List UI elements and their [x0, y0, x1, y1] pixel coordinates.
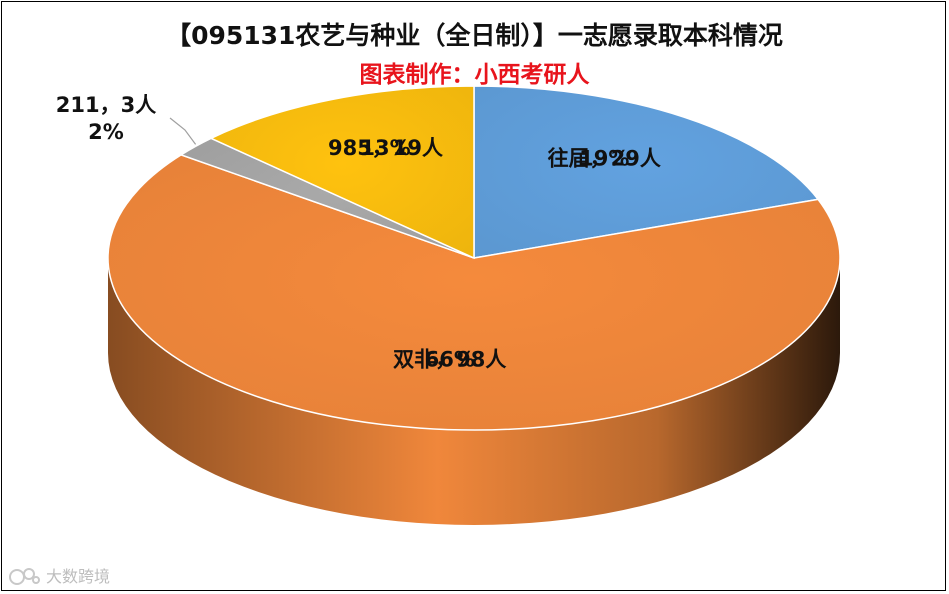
data-label-211: 211，3人: [56, 93, 156, 117]
chart-subtitle: 图表制作：小西考研人: [359, 62, 590, 88]
data-label-percent-985: 13%: [360, 136, 410, 160]
watermark-logo-icon: [8, 565, 42, 591]
pie-side-walls: [108, 258, 840, 525]
pie-slice-985: [209, 85, 475, 260]
data-label-percent-往届: 19%: [579, 147, 629, 171]
pie-side-双非: [108, 258, 840, 525]
data-label-985: 985，19人: [328, 136, 443, 160]
pie-top-faces: [107, 85, 841, 431]
data-label-percent-211: 2%: [88, 120, 124, 144]
data-label-percent-双非: 66%: [425, 348, 475, 372]
pie-slice-双非: [107, 154, 841, 431]
data-label-双非: 双非，98人: [393, 348, 506, 372]
watermark: 大数跨境: [8, 563, 110, 591]
watermark-text: 大数跨境: [46, 567, 111, 586]
data-label-往届: 往届，29人: [548, 147, 661, 171]
pie-slice-往届: [473, 85, 820, 259]
leader-line-211: [169, 117, 197, 145]
chart-title: 【095131农艺与种业（全日制）】一志愿录取本科情况: [166, 21, 783, 50]
